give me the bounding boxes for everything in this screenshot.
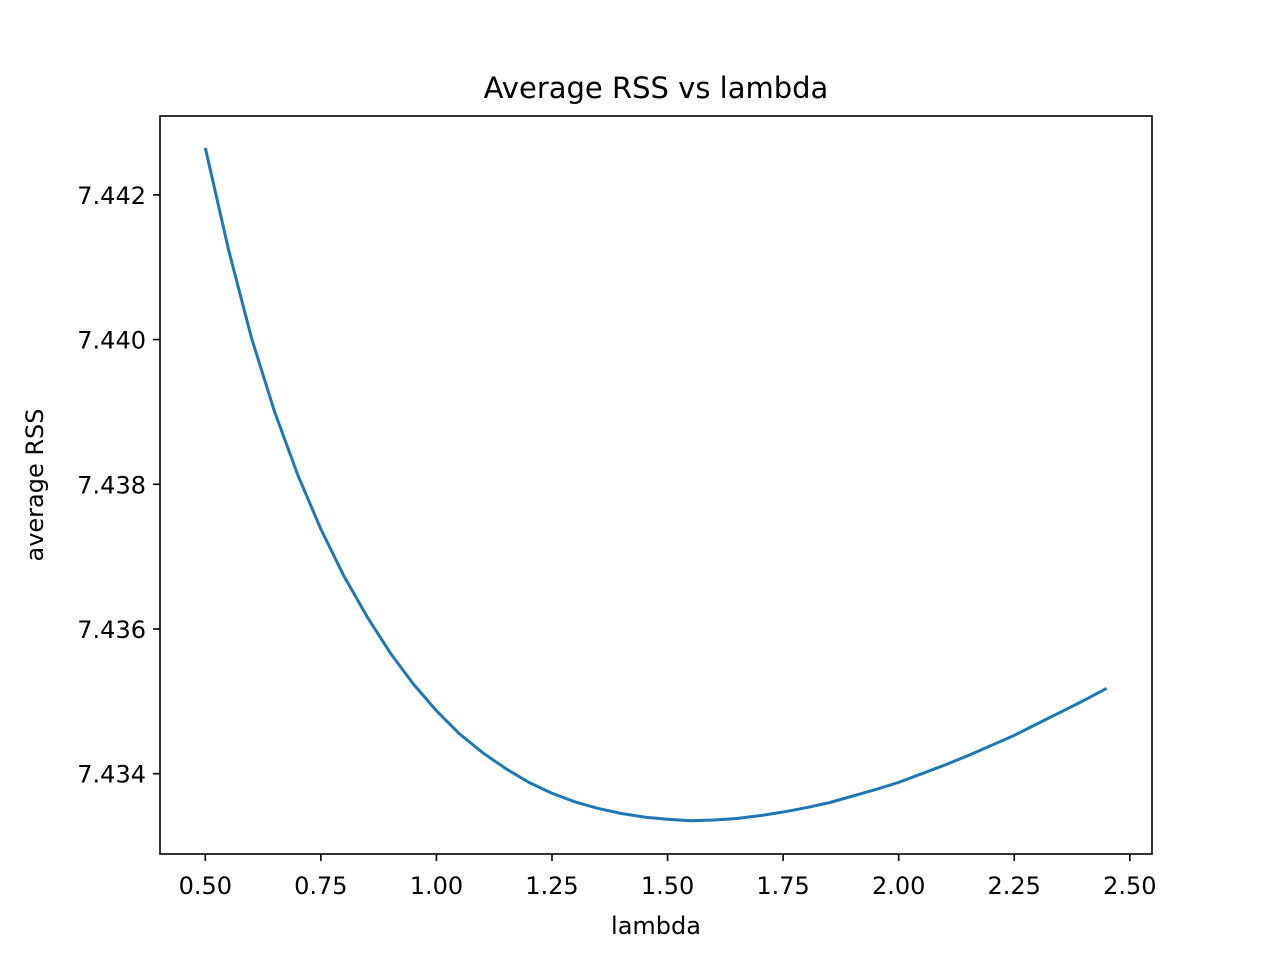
y-tick-label: 7.436 bbox=[77, 616, 146, 644]
y-tick-label: 7.434 bbox=[77, 761, 146, 789]
chart-title: Average RSS vs lambda bbox=[484, 71, 829, 105]
x-axis-label: lambda bbox=[611, 912, 701, 940]
plot-area bbox=[203, 147, 1108, 823]
axis-ticks: 0.50 0.75 1.00 1.25 1.50 1.75 2.00 2.25 2.50 7.43… bbox=[77, 182, 1156, 900]
x-tick-label: 1.00 bbox=[410, 872, 463, 900]
x-tick-label: 0.75 bbox=[294, 872, 347, 900]
x-tick-label: 2.25 bbox=[988, 872, 1041, 900]
x-tick-label: 1.25 bbox=[525, 872, 578, 900]
y-tick-label: 7.438 bbox=[77, 471, 146, 499]
y-tick-label: 7.440 bbox=[77, 327, 146, 355]
x-tick-label: 0.50 bbox=[179, 872, 232, 900]
x-tick-label: 2.50 bbox=[1103, 872, 1156, 900]
series-line bbox=[203, 147, 1108, 823]
y-tick-label: 7.442 bbox=[77, 182, 146, 210]
x-tick-label: 1.75 bbox=[756, 872, 809, 900]
x-tick-label: 2.00 bbox=[872, 872, 925, 900]
axes-frame bbox=[159, 115, 1153, 855]
x-tick-label: 1.50 bbox=[641, 872, 694, 900]
y-axis-label: average RSS bbox=[21, 408, 49, 561]
